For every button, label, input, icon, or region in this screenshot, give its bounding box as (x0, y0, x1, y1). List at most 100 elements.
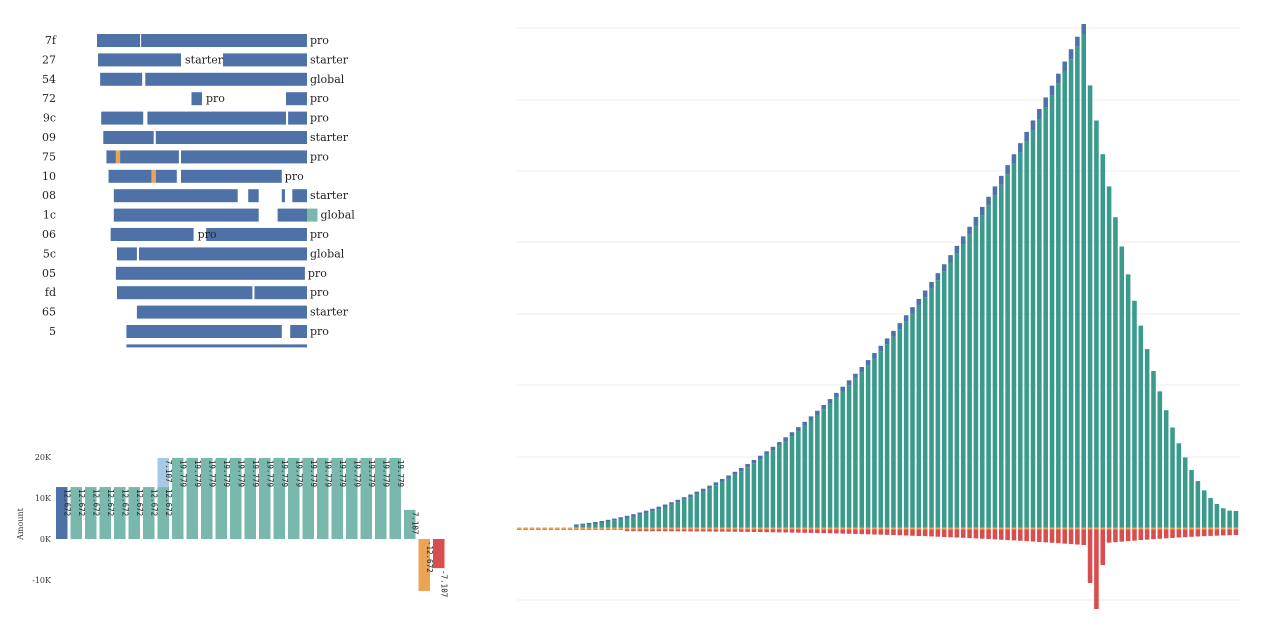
gantt-row-label: 1c (43, 209, 56, 222)
gantt-tier-label: pro (310, 34, 329, 47)
base-bar (738, 527, 744, 530)
cap-bar (941, 264, 947, 272)
neg-bar (789, 529, 795, 533)
waterfall-value-label: 12.672 (77, 489, 86, 516)
neg-bar (1119, 529, 1125, 542)
main-bar (1144, 349, 1150, 528)
main-bar (1018, 152, 1023, 528)
base-bar (834, 527, 839, 530)
cap-bar (650, 508, 655, 512)
cap-bar (574, 524, 579, 527)
waterfall-bar (331, 457, 343, 539)
main-bar (1037, 119, 1042, 528)
main-bar (669, 504, 674, 528)
waterfall-bar (157, 487, 169, 539)
neg-bar (922, 529, 928, 537)
waterfall-bar (433, 539, 445, 569)
neg-bar (1005, 529, 1010, 541)
cap-bar (688, 494, 693, 498)
gantt-bar (155, 131, 307, 144)
waterfall-y-label: Amount (16, 507, 25, 540)
cap-bar (796, 427, 801, 432)
gantt-bar (281, 189, 285, 203)
waterfall-y-tick: 0K (40, 535, 52, 544)
base-bar (1182, 527, 1188, 530)
neg-bar (1220, 529, 1226, 536)
neg-bar (1132, 529, 1137, 541)
base-bar (688, 527, 693, 530)
neg-bar (1068, 529, 1074, 545)
main-bar (745, 467, 750, 528)
gantt-row-label: 10 (42, 170, 56, 183)
base-bar (1208, 527, 1213, 530)
main-bar (834, 397, 839, 528)
gantt-bar (113, 189, 238, 203)
gantt-bar (139, 247, 307, 261)
base-bar (561, 527, 566, 530)
main-bar (726, 478, 731, 528)
base-bar (555, 527, 560, 530)
waterfall-bar (288, 457, 300, 539)
neg-bar (859, 529, 865, 535)
base-bar (1037, 527, 1042, 530)
waterfall-chart: 20K 10K 0K -10K Amount 12.672 12.672 12.672 12.6… (16, 453, 448, 597)
neg-bar (713, 529, 719, 532)
main-bar (1201, 490, 1207, 528)
main-bar (802, 425, 807, 528)
base-bar (605, 527, 611, 530)
main-bar (1125, 274, 1131, 528)
base-bar (580, 527, 585, 530)
main-bar (846, 385, 852, 528)
main-bar (973, 225, 979, 528)
neg-bar (1062, 529, 1067, 544)
cap-bar (802, 421, 807, 426)
cap-bar (681, 497, 687, 500)
gantt-row-label: 7f (45, 34, 57, 47)
base-bar (1068, 527, 1074, 530)
base-bar (1176, 527, 1182, 530)
gantt-chart: 7f pro 27 starter 54 global 72 pro 9c pro 09 starte… (42, 34, 355, 348)
base-bar (643, 527, 649, 530)
waterfall-value-label: 19.779 (381, 460, 390, 487)
base-bar (884, 527, 890, 530)
cap-bar (916, 298, 922, 306)
base-bar (1043, 527, 1048, 530)
neg-bar (1075, 529, 1080, 545)
neg-bar (891, 529, 896, 536)
cap-bar (599, 520, 605, 524)
diverging-bar-chart (517, 24, 1240, 609)
main-bar (650, 511, 655, 528)
gantt-bar (115, 150, 121, 164)
gantt-bar (103, 131, 154, 144)
waterfall-value-label: 19.779 (294, 460, 303, 487)
waterfall-bar (70, 487, 82, 539)
neg-bar (910, 529, 915, 536)
main-bar (1081, 34, 1087, 528)
cap-bar (865, 360, 871, 366)
main-bar (903, 321, 909, 528)
neg-bar (694, 529, 700, 532)
cap-bar (707, 485, 712, 489)
base-bar (612, 527, 617, 530)
waterfall-value-label: 12.672 (135, 489, 144, 516)
neg-bar (1144, 529, 1150, 540)
gantt-bar (141, 34, 307, 47)
neg-bar (1157, 529, 1163, 539)
base-bar (656, 527, 662, 530)
neg-bar (637, 529, 643, 532)
waterfall-bar (172, 457, 184, 539)
main-bar (884, 344, 890, 528)
neg-bar (770, 529, 776, 533)
neg-bar (973, 529, 979, 539)
base-bar (1220, 527, 1226, 530)
main-bar (967, 234, 972, 528)
gantt-bar (223, 53, 307, 67)
base-bar (1144, 527, 1150, 530)
main-bar (1068, 59, 1074, 528)
base-bar (986, 527, 991, 530)
main-bar (707, 488, 712, 528)
gantt-bar (288, 111, 307, 125)
base-bar (1113, 527, 1118, 530)
base-bar (1163, 527, 1169, 530)
base-bar (929, 527, 934, 530)
